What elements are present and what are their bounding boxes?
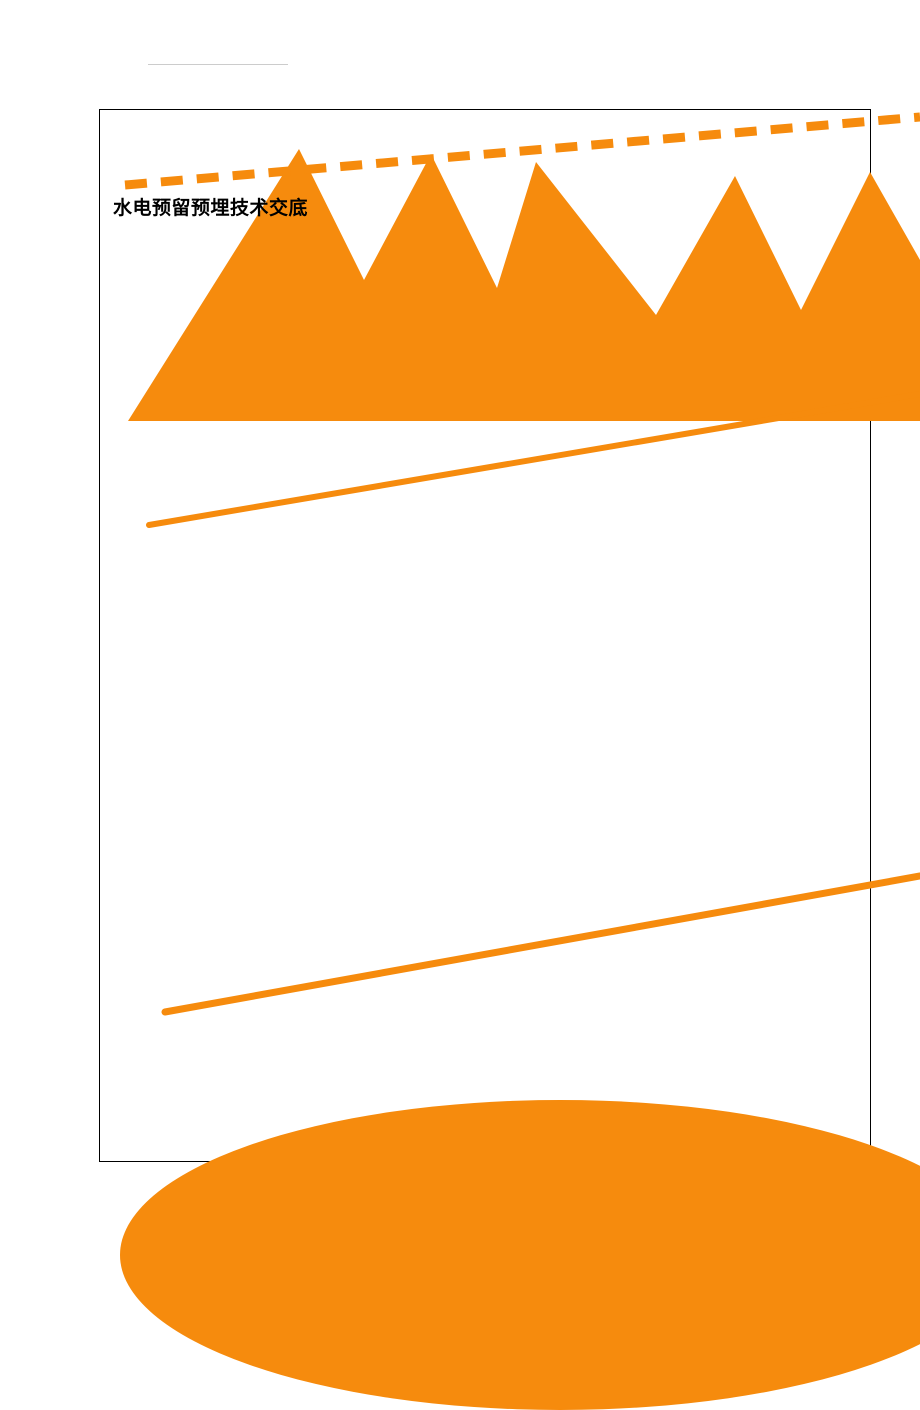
top-divider xyxy=(148,64,288,65)
document-title: 水电预留预埋技术交底 xyxy=(113,193,308,220)
page-frame xyxy=(99,109,871,1162)
